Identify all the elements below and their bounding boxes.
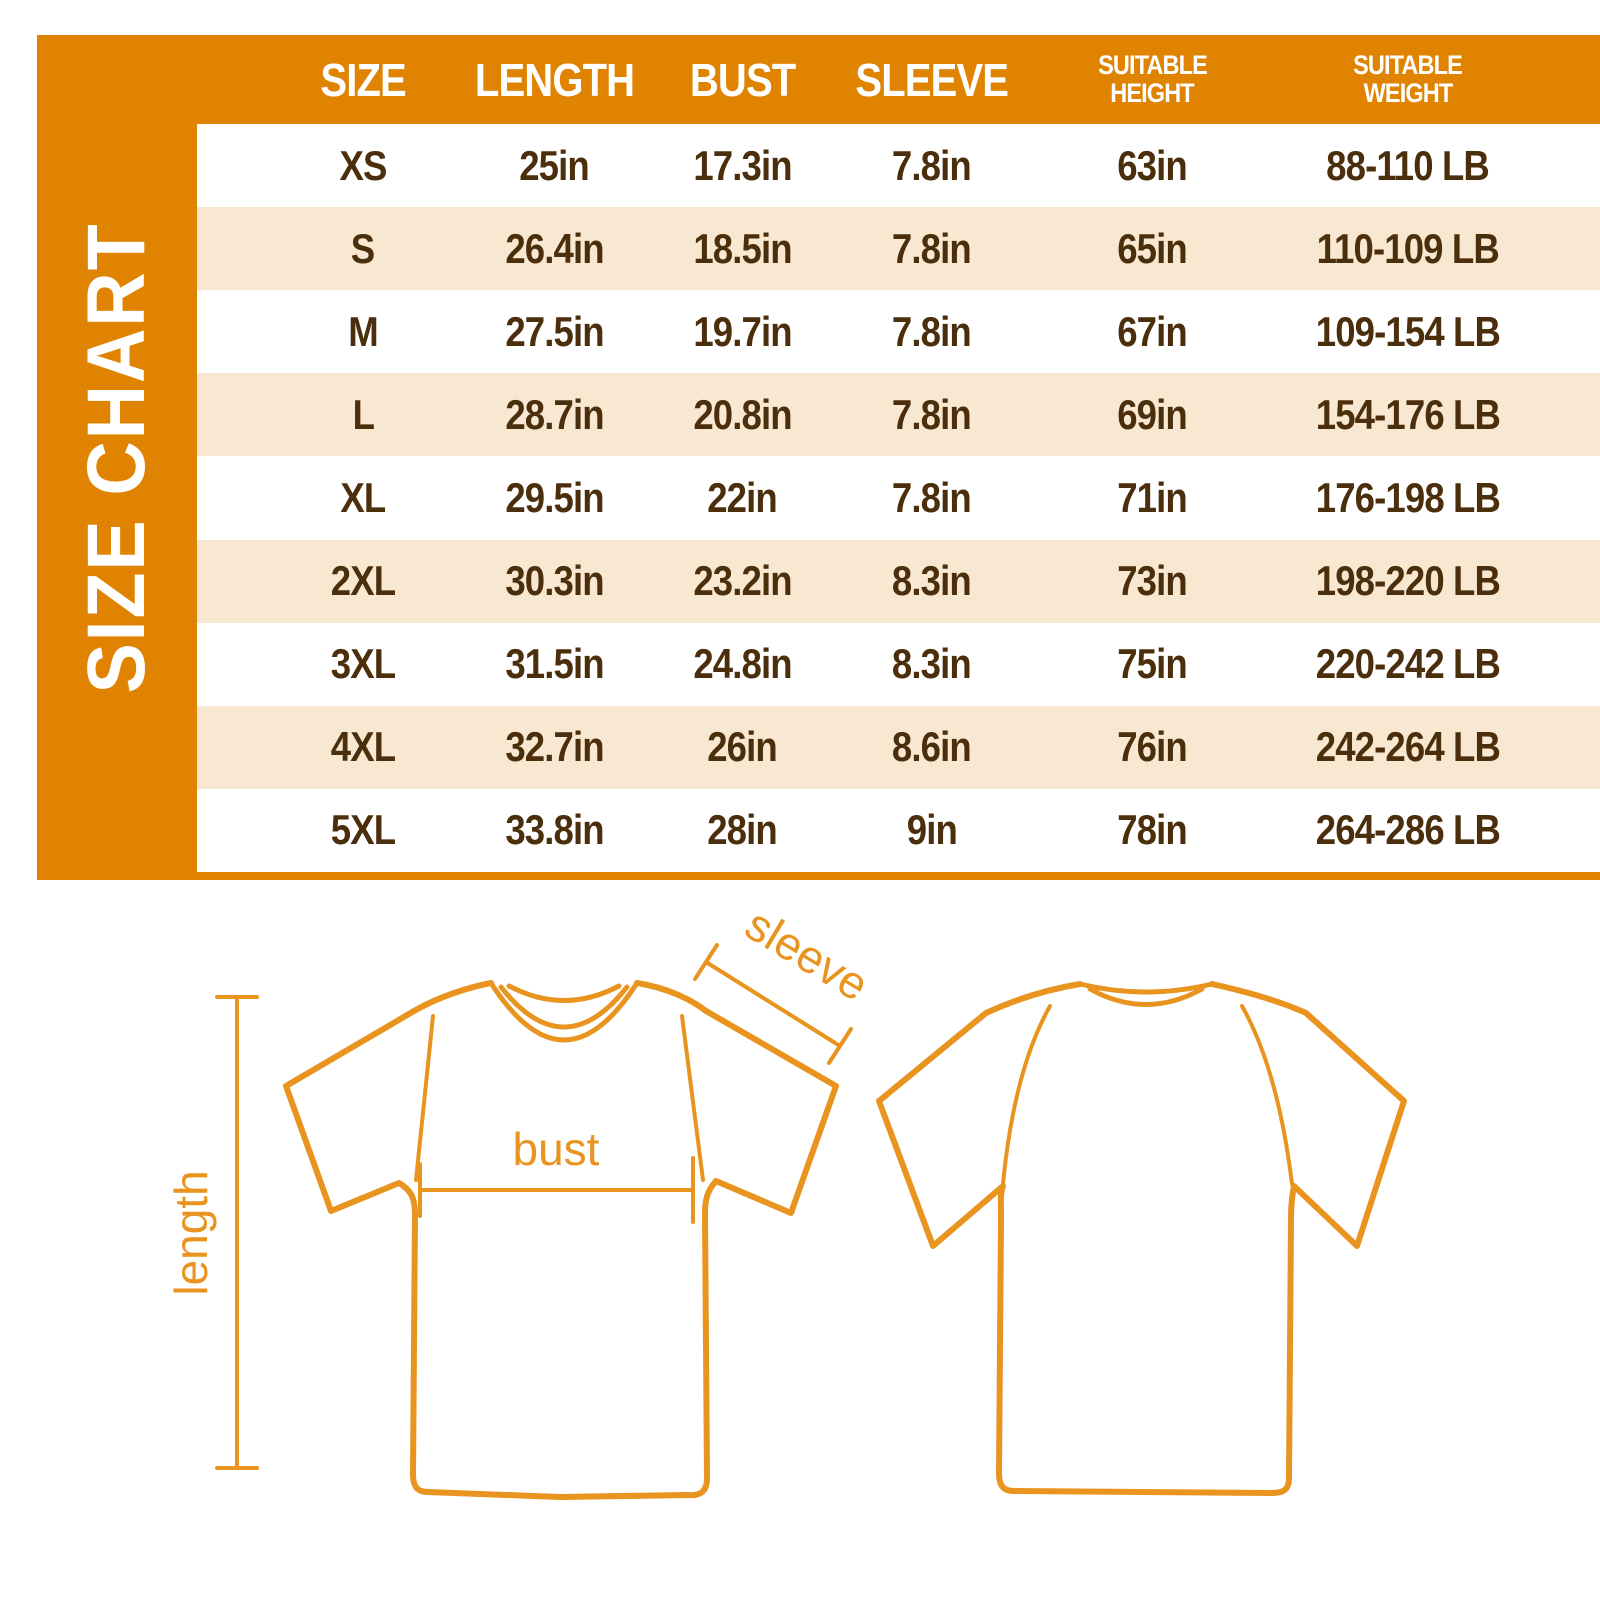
column-header-size: SIZE [320, 53, 406, 106]
length-label: length [165, 1170, 217, 1295]
bust-measure: bust [418, 1123, 695, 1224]
height-value: 78in [1117, 806, 1189, 854]
back-right-seam [1240, 1004, 1294, 1186]
table-row: 3XL 31.5in 24.8in 8.3in 75in 220-242 LB [197, 622, 1600, 706]
bust-value: 23.2in [693, 557, 792, 605]
height-value: 69in [1117, 390, 1189, 438]
sleeve-value: 7.8in [892, 224, 972, 272]
back-tshirt [876, 981, 1407, 1496]
bust-label: bust [513, 1123, 600, 1175]
size-label: XS [339, 141, 387, 189]
size-chart-panel: SIZE CHART SIZE LENGTH BUST SLEEVE SUITA… [37, 35, 1600, 880]
sleeve-value: 9in [906, 806, 957, 854]
length-value: 31.5in [505, 640, 604, 688]
size-label: S [351, 224, 375, 272]
length-measure: length [165, 995, 259, 1470]
weight-value: 88-110 LB [1326, 141, 1490, 189]
sleeve-value: 7.8in [892, 307, 972, 355]
length-value: 28.7in [505, 390, 604, 438]
front-left-seam [414, 1014, 435, 1182]
table-header-row: SIZE LENGTH BUST SLEEVE SUITABLE HEIGHT … [197, 35, 1600, 124]
front-collar-back-line [506, 983, 622, 1003]
length-value: 25in [519, 141, 591, 189]
table-row: 5XL 33.8in 28in 9in 78in 264-286 LB [197, 788, 1600, 872]
sleeve-value: 7.8in [892, 390, 972, 438]
bust-value: 20.8in [693, 390, 792, 438]
bust-measure-line [418, 1156, 695, 1224]
length-measure-line [215, 995, 259, 1470]
bust-value: 26in [707, 723, 779, 771]
front-tshirt [283, 980, 839, 1500]
height-value: 76in [1117, 723, 1189, 771]
front-tshirt-outline [283, 980, 839, 1500]
column-header-length: LENGTH [474, 53, 635, 106]
weight-value: 198-220 LB [1315, 557, 1500, 605]
bust-value: 22in [707, 473, 779, 521]
bust-value: 24.8in [693, 640, 792, 688]
sleeve-value: 8.6in [892, 723, 972, 771]
weight-value: 110-109 LB [1316, 224, 1499, 272]
column-header-suitable-weight: SUITABLE WEIGHT [1353, 49, 1463, 108]
weight-value: 220-242 LB [1315, 640, 1500, 688]
weight-value: 176-198 LB [1315, 473, 1500, 521]
size-label: 5XL [330, 806, 396, 854]
sleeve-value: 8.3in [892, 640, 972, 688]
back-left-seam [1001, 1004, 1052, 1186]
table-row: 2XL 30.3in 23.2in 8.3in 73in 198-220 LB [197, 539, 1600, 623]
height-value: 67in [1117, 307, 1189, 355]
table-row: 4XL 32.7in 26in 8.6in 76in 242-264 LB [197, 705, 1600, 789]
column-header-bust: BUST [689, 53, 796, 106]
back-tshirt-outline [876, 981, 1407, 1496]
sleeve-value: 7.8in [892, 473, 972, 521]
sleeve-value: 8.3in [892, 557, 972, 605]
length-value: 32.7in [505, 723, 604, 771]
table-row: M 27.5in 19.7in 7.8in 67in 109-154 LB [197, 290, 1600, 374]
table-row: S 26.4in 18.5in 7.8in 65in 110-109 LB [197, 207, 1600, 291]
front-right-seam [680, 1014, 705, 1182]
column-header-suitable-height: SUITABLE HEIGHT [1098, 49, 1208, 108]
weight-value: 154-176 LB [1315, 390, 1500, 438]
back-collar-top [1077, 981, 1215, 995]
length-value: 30.3in [505, 557, 604, 605]
bust-value: 18.5in [693, 224, 792, 272]
size-table-body: XS 25in 17.3in 7.8in 63in 88-110 LB S 26.4in 18.… [197, 124, 1600, 872]
height-value: 65in [1117, 224, 1189, 272]
table-row: XL 29.5in 22in 7.8in 71in 176-198 LB [197, 456, 1600, 540]
column-header-sleeve: SLEEVE [855, 53, 1009, 106]
weight-value: 264-286 LB [1315, 806, 1500, 854]
length-value: 27.5in [505, 307, 604, 355]
weight-value: 109-154 LB [1315, 307, 1500, 355]
weight-value: 242-264 LB [1315, 723, 1500, 771]
bust-value: 17.3in [693, 141, 792, 189]
length-value: 29.5in [505, 473, 604, 521]
size-label: 4XL [330, 723, 396, 771]
table-row: L 28.7in 20.8in 7.8in 69in 154-176 LB [197, 373, 1600, 457]
height-value: 75in [1117, 640, 1189, 688]
size-chart-title: SIZE CHART [71, 221, 162, 694]
sleeve-value: 7.8in [892, 141, 972, 189]
size-chart-sidebar: SIZE CHART [37, 35, 197, 880]
height-value: 73in [1117, 557, 1189, 605]
size-label: 3XL [330, 640, 396, 688]
length-value: 26.4in [505, 224, 604, 272]
height-value: 71in [1117, 473, 1189, 521]
bust-value: 28in [707, 806, 779, 854]
size-label: 2XL [330, 557, 396, 605]
bust-value: 19.7in [693, 307, 792, 355]
height-value: 63in [1117, 141, 1189, 189]
table-row: XS 25in 17.3in 7.8in 63in 88-110 LB [197, 124, 1600, 208]
front-collar-outer [488, 980, 640, 1043]
size-label: M [348, 307, 378, 355]
back-collar-band [1087, 986, 1205, 1007]
sleeve-measure: sleeve [693, 900, 878, 1065]
size-label: XL [340, 473, 387, 521]
size-label: L [352, 390, 374, 438]
length-value: 33.8in [505, 806, 604, 854]
tshirt-measurement-diagram: length bust sleeve [165, 900, 1407, 1500]
front-collar-inner [498, 984, 630, 1030]
sleeve-measure-line [693, 943, 853, 1065]
